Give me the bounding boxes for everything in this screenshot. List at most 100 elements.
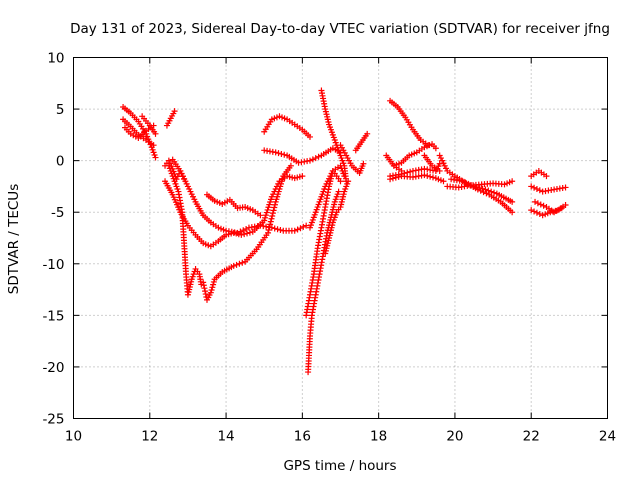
data-point <box>277 227 284 234</box>
data-point <box>297 225 304 232</box>
data-point <box>207 289 214 296</box>
data-point <box>265 227 272 234</box>
grid-lines <box>73 57 608 419</box>
data-point <box>395 173 402 180</box>
data-point <box>269 210 276 217</box>
data-point <box>528 183 535 190</box>
data-point <box>152 154 159 161</box>
data-point <box>240 227 247 234</box>
data-point <box>178 170 185 177</box>
data-point <box>269 212 276 219</box>
data-point <box>509 198 516 205</box>
data-point <box>533 209 540 216</box>
data-point <box>532 198 539 205</box>
data-point <box>389 175 396 182</box>
axis-ticks: 10 12 14 16 18 20 22 24 10 5 0 -5 -10 -15 -20 -25 <box>42 51 616 445</box>
data-point <box>392 174 399 181</box>
data-points <box>120 87 569 376</box>
series-track-10 <box>204 191 264 219</box>
data-point <box>291 227 298 234</box>
data-point <box>200 282 207 289</box>
data-point <box>243 225 250 232</box>
data-point <box>230 262 237 269</box>
data-point <box>335 188 342 195</box>
series-track-21 <box>387 97 432 149</box>
data-point <box>233 261 240 268</box>
data-point <box>309 156 316 163</box>
data-point <box>424 172 431 179</box>
y-axis-label: SDTVAR / TECUs <box>6 184 22 294</box>
data-point <box>341 173 348 180</box>
y-tick-label: -10 <box>42 257 64 273</box>
data-point <box>345 178 352 185</box>
data-point <box>287 162 294 169</box>
series-track-4 <box>139 113 159 137</box>
series-track-9 <box>200 162 294 303</box>
series-track-18 <box>322 178 352 257</box>
data-point <box>246 229 253 236</box>
data-point <box>262 212 269 219</box>
data-point <box>165 157 172 164</box>
series-track-27 <box>436 152 516 216</box>
series-track-20 <box>352 130 371 154</box>
series-track-25 <box>383 152 405 174</box>
series-track-12 <box>261 145 344 166</box>
data-point <box>509 178 516 185</box>
data-point <box>150 142 157 149</box>
series-track-28 <box>448 176 516 205</box>
x-tick-label: 20 <box>446 429 463 445</box>
data-point <box>312 155 319 162</box>
y-tick-label: -25 <box>42 412 64 428</box>
data-point <box>562 201 569 208</box>
series-track-23 <box>387 160 443 180</box>
data-point <box>536 211 543 218</box>
data-point <box>274 226 281 233</box>
data-point <box>306 157 313 164</box>
data-point <box>531 184 538 191</box>
data-point <box>257 212 264 219</box>
x-axis-label: GPS time / hours <box>283 458 396 474</box>
data-point <box>266 201 273 208</box>
data-point <box>236 260 243 267</box>
y-tick-label: -20 <box>42 360 64 376</box>
data-point <box>531 208 538 215</box>
data-point <box>299 173 306 180</box>
data-point <box>294 226 301 233</box>
data-point <box>200 279 207 286</box>
data-point <box>262 214 269 221</box>
data-point <box>306 133 313 140</box>
data-point <box>152 130 159 137</box>
data-point <box>275 150 282 157</box>
data-point <box>265 204 272 211</box>
data-point <box>462 179 469 186</box>
data-point <box>407 168 414 175</box>
data-point <box>488 188 495 195</box>
series-track-3 <box>121 122 157 141</box>
data-point <box>421 172 428 179</box>
data-point <box>436 167 443 174</box>
series-track-6 <box>165 162 205 298</box>
series-track-26 <box>421 152 443 174</box>
data-point <box>534 200 541 207</box>
data-point <box>558 205 565 212</box>
data-point <box>238 231 245 238</box>
data-point <box>267 221 274 228</box>
x-tick-label: 24 <box>599 429 616 445</box>
data-point <box>173 176 180 183</box>
data-point <box>271 201 278 208</box>
data-point <box>179 173 186 180</box>
data-point <box>476 184 483 191</box>
data-point <box>268 215 275 222</box>
data-point <box>387 176 394 183</box>
y-tick-label: -15 <box>42 308 64 324</box>
data-point <box>491 189 498 196</box>
y-tick-label: -5 <box>51 205 64 221</box>
data-point <box>509 209 516 216</box>
data-point <box>440 178 447 185</box>
series-track-33 <box>532 198 565 216</box>
data-point <box>459 178 466 185</box>
series-track-29 <box>444 178 516 191</box>
data-point <box>167 160 174 167</box>
data-point <box>281 151 288 158</box>
data-point <box>337 178 344 185</box>
